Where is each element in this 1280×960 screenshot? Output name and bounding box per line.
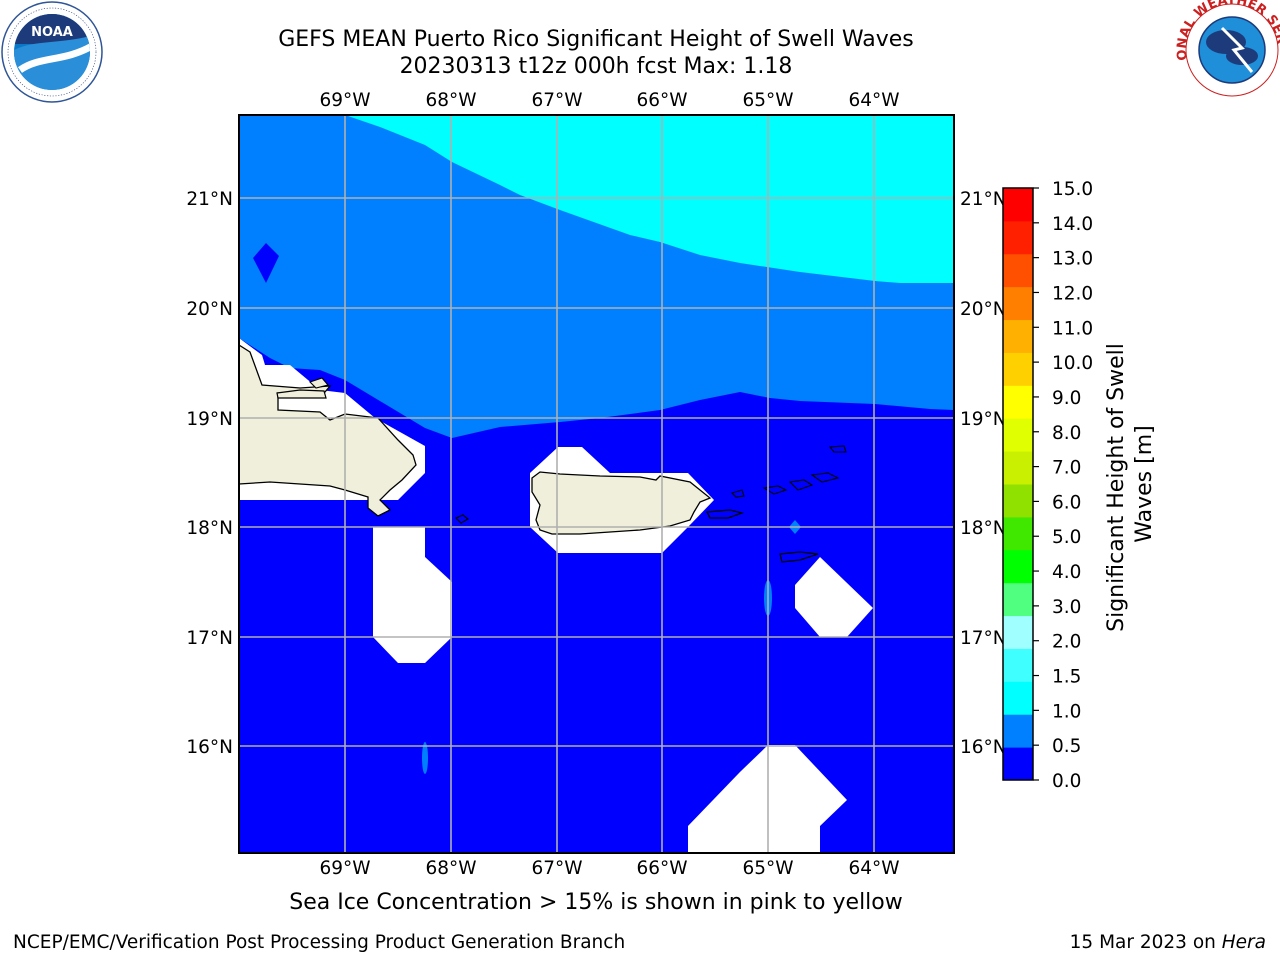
lat-label-right: 21°N xyxy=(960,189,1007,210)
graticule xyxy=(239,115,954,853)
lon-label-bottom: 68°W xyxy=(425,858,476,879)
colorbar-tick-label: 6.0 xyxy=(1052,492,1081,513)
credit-date: 15 Mar 2023 on Hera xyxy=(1070,932,1266,953)
lon-label-bottom: 64°W xyxy=(848,858,899,879)
colorbar-segment xyxy=(1003,747,1033,781)
colorbar-tick-label: 5.0 xyxy=(1052,527,1081,548)
lat-label-left: 17°N xyxy=(186,628,233,649)
colorbar-frame xyxy=(1002,187,1034,781)
land-tortue xyxy=(308,377,329,389)
credit-date-text: 15 Mar 2023 on xyxy=(1069,932,1222,953)
lon-label-top: 65°W xyxy=(742,90,793,111)
colorbar-segment xyxy=(1003,549,1033,584)
lat-label-right: 18°N xyxy=(960,518,1007,539)
lat-label-right: 20°N xyxy=(960,299,1007,320)
noaa-logo-text: NOAA xyxy=(31,25,73,40)
lon-label-bottom: 67°W xyxy=(531,858,582,879)
colorbar-segment xyxy=(1003,714,1033,748)
colorbar-tick-label: 12.0 xyxy=(1052,283,1093,304)
colorbar-segment xyxy=(1003,352,1033,386)
credit-branch: NCEP/EMC/Verification Post Processing Pr… xyxy=(13,932,626,953)
colorbar-segment xyxy=(1003,582,1033,617)
lat-label-left: 20°N xyxy=(186,299,233,320)
lon-label-top: 67°W xyxy=(531,90,582,111)
colorbar-segment xyxy=(1003,286,1033,321)
lon-label-top: 69°W xyxy=(319,90,370,111)
colorbar-segment xyxy=(1003,681,1033,715)
colorbar-tick-label: 1.5 xyxy=(1052,667,1081,688)
colorbar-tick-label: 2.0 xyxy=(1052,632,1081,653)
lon-label-bottom: 65°W xyxy=(742,858,793,879)
lon-label-bottom: 66°W xyxy=(636,858,687,879)
lat-label-left: 19°N xyxy=(186,409,233,430)
colorbar-tick-label: 3.0 xyxy=(1052,597,1081,618)
lon-label-top: 66°W xyxy=(636,90,687,111)
land-vieques xyxy=(706,509,745,519)
land-gonave xyxy=(276,389,327,399)
colorbar-tick-label: 11.0 xyxy=(1052,318,1093,339)
lat-label-right: 17°N xyxy=(960,628,1007,649)
colorbar-tick-label: 4.0 xyxy=(1052,562,1081,583)
colorbar-tick-label: 0.5 xyxy=(1052,736,1081,757)
colorbar-tick-label: 8.0 xyxy=(1052,423,1081,444)
colorbar-label-line1: Significant Height of Swell xyxy=(1104,343,1129,632)
colorbar-tick-label: 1.0 xyxy=(1052,701,1081,722)
lat-label-right: 19°N xyxy=(960,409,1007,430)
land-tortola xyxy=(810,472,840,483)
band-1-1p5 xyxy=(345,115,954,283)
land-st-john xyxy=(788,479,814,491)
lat-label-left: 18°N xyxy=(186,518,233,539)
colorbar-tick-label: 15.0 xyxy=(1052,179,1093,200)
colorbar-tick-label: 0.0 xyxy=(1052,771,1081,792)
colorbar-segment xyxy=(1003,188,1033,222)
colorbar-tick-label: 7.0 xyxy=(1052,458,1081,479)
credit-machine: Hera xyxy=(1221,932,1266,953)
land-culebra xyxy=(730,489,745,498)
sea-ice-note: Sea Ice Concentration > 15% is shown in … xyxy=(289,890,903,915)
lon-label-top: 68°W xyxy=(425,90,476,111)
colorbar-segment xyxy=(1003,385,1033,419)
colorbar-segment xyxy=(1003,615,1033,649)
colorbar-segment xyxy=(1003,319,1033,353)
land-st-thomas xyxy=(762,485,788,495)
colorbar-segment xyxy=(1003,253,1033,288)
colorbar-tick-label: 10.0 xyxy=(1052,353,1093,374)
colorbar-segment xyxy=(1003,220,1033,255)
map-title: GEFS MEAN Puerto Rico Significant Height… xyxy=(278,27,914,52)
map-frame xyxy=(238,114,955,854)
lat-label-right: 16°N xyxy=(960,737,1007,758)
colorbar-label: Significant Height of Swell Waves [m] xyxy=(1104,336,1157,632)
map-panel xyxy=(239,115,954,853)
colorbar xyxy=(1003,188,1033,781)
band-0p5-1-sliver-south xyxy=(422,742,428,774)
colorbar-tick-label: 14.0 xyxy=(1052,214,1093,235)
colorbar-tick-label: 9.0 xyxy=(1052,388,1081,409)
lon-label-bottom: 69°W xyxy=(319,858,370,879)
colorbar-ticks: 15.0 14.0 13.0 12.0 11.0 10.0 9.0 8.0 7.0 6.0 5.0 4… xyxy=(1033,179,1093,792)
land-hispaniola xyxy=(239,344,417,517)
masked-east-box xyxy=(795,557,873,637)
colorbar-segment xyxy=(1003,484,1033,518)
lon-label-top: 64°W xyxy=(848,90,899,111)
colorbar-segment xyxy=(1003,451,1033,485)
land-anegada xyxy=(828,445,847,453)
colorbar-segment xyxy=(1003,418,1033,452)
colorbar-segment xyxy=(1003,648,1033,682)
land-mona xyxy=(454,514,470,524)
masked-south-hispaniola xyxy=(345,500,452,663)
noaa-logo-icon: NOAA xyxy=(1,1,103,103)
colorbar-label-line2: Waves [m] xyxy=(1132,425,1157,542)
colorbar-segment xyxy=(1003,516,1033,551)
land-st-croix xyxy=(779,551,819,563)
map-subtitle: 20230313 t12z 000h fcst Max: 1.18 xyxy=(399,54,793,79)
lat-label-left: 16°N xyxy=(186,737,233,758)
band-0-0p5-patch xyxy=(253,243,279,283)
lat-label-left: 21°N xyxy=(186,189,233,210)
colorbar-tick-label: 13.0 xyxy=(1052,249,1093,270)
